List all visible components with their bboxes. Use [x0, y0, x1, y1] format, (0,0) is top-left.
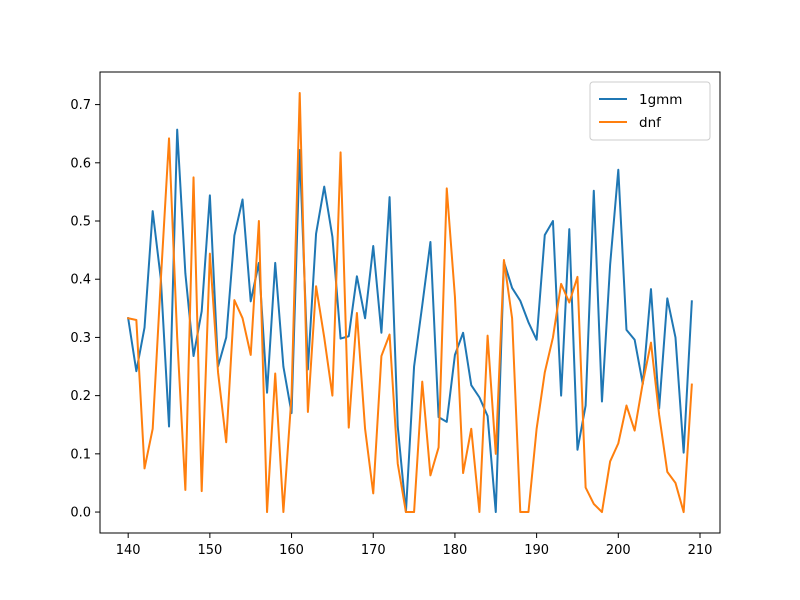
legend-label-dnf: dnf [639, 115, 662, 131]
series-line-1gmm [127, 128, 693, 514]
y-tick-label: 0.0 [70, 506, 91, 521]
legend-box [589, 81, 711, 141]
y-tick-label: 0.1 [70, 447, 91, 462]
x-axis: 140 150 160 170 180 190 200 210 [116, 533, 713, 558]
x-tick-label: 210 [688, 543, 713, 558]
x-tick-label: 140 [116, 543, 141, 558]
y-tick-label: 0.7 [70, 98, 91, 113]
y-axis: 0.0 0.1 0.2 0.3 0.4 0.5 0.6 0.7 [70, 98, 100, 521]
y-tick-label: 0.6 [70, 156, 91, 171]
x-tick-label: 170 [361, 543, 386, 558]
x-tick-label: 200 [606, 543, 631, 558]
y-tick-label: 0.5 [70, 215, 91, 230]
x-tick-label: 190 [524, 543, 549, 558]
legend-label-1gmm: 1gmm [639, 92, 682, 108]
legend: 1gmm dnf [589, 81, 711, 141]
x-tick-label: 180 [443, 543, 468, 558]
x-tick-label: 160 [279, 543, 304, 558]
series-line-dnf [126, 91, 693, 514]
plot-frame [99, 71, 721, 534]
y-tick-label: 0.2 [70, 389, 91, 404]
y-tick-label: 0.3 [70, 331, 91, 346]
y-tick-label: 0.4 [70, 273, 91, 288]
x-tick-label: 150 [197, 543, 222, 558]
plot-lines [126, 91, 693, 514]
